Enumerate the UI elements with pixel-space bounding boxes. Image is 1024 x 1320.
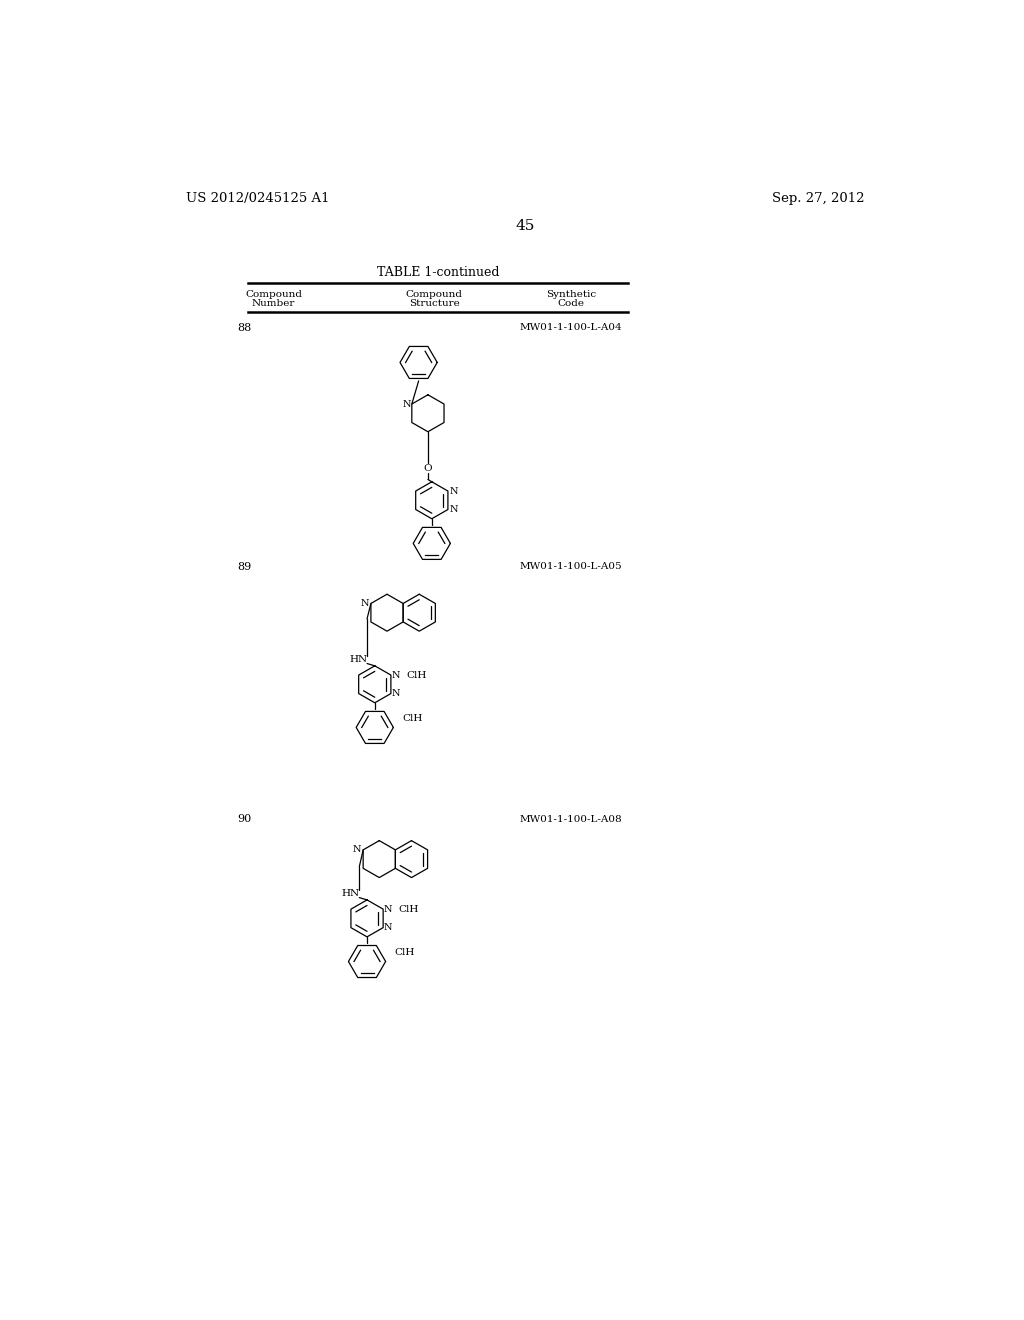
Text: ClH: ClH	[407, 671, 427, 680]
Text: HN: HN	[349, 655, 368, 664]
Text: N: N	[384, 923, 392, 932]
Text: MW01-1-100-L-A08: MW01-1-100-L-A08	[520, 814, 623, 824]
Text: N: N	[391, 689, 399, 698]
Text: Compound: Compound	[406, 290, 463, 300]
Text: ClH: ClH	[398, 904, 419, 913]
Text: 89: 89	[238, 561, 251, 572]
Text: TABLE 1-continued: TABLE 1-continued	[377, 265, 500, 279]
Text: N: N	[360, 599, 369, 609]
Text: Code: Code	[558, 300, 585, 309]
Text: N: N	[402, 400, 411, 408]
Text: ClH: ClH	[401, 714, 422, 722]
Text: 45: 45	[515, 219, 535, 234]
Text: N: N	[450, 506, 458, 513]
Text: HN: HN	[342, 890, 359, 898]
Text: Structure: Structure	[409, 300, 460, 309]
Text: US 2012/0245125 A1: US 2012/0245125 A1	[186, 191, 330, 205]
Text: 88: 88	[238, 323, 251, 333]
Text: Compound: Compound	[245, 290, 302, 300]
Text: Number: Number	[252, 300, 295, 309]
Text: MW01-1-100-L-A05: MW01-1-100-L-A05	[520, 562, 623, 572]
Text: 90: 90	[238, 814, 251, 824]
Text: N: N	[391, 671, 399, 680]
Text: N: N	[450, 487, 458, 495]
Text: N: N	[352, 845, 361, 854]
Text: O: O	[424, 465, 432, 473]
Text: N: N	[384, 904, 392, 913]
Text: Sep. 27, 2012: Sep. 27, 2012	[772, 191, 864, 205]
Text: ClH: ClH	[394, 948, 415, 957]
Text: Synthetic: Synthetic	[546, 290, 596, 300]
Text: MW01-1-100-L-A04: MW01-1-100-L-A04	[520, 323, 623, 333]
